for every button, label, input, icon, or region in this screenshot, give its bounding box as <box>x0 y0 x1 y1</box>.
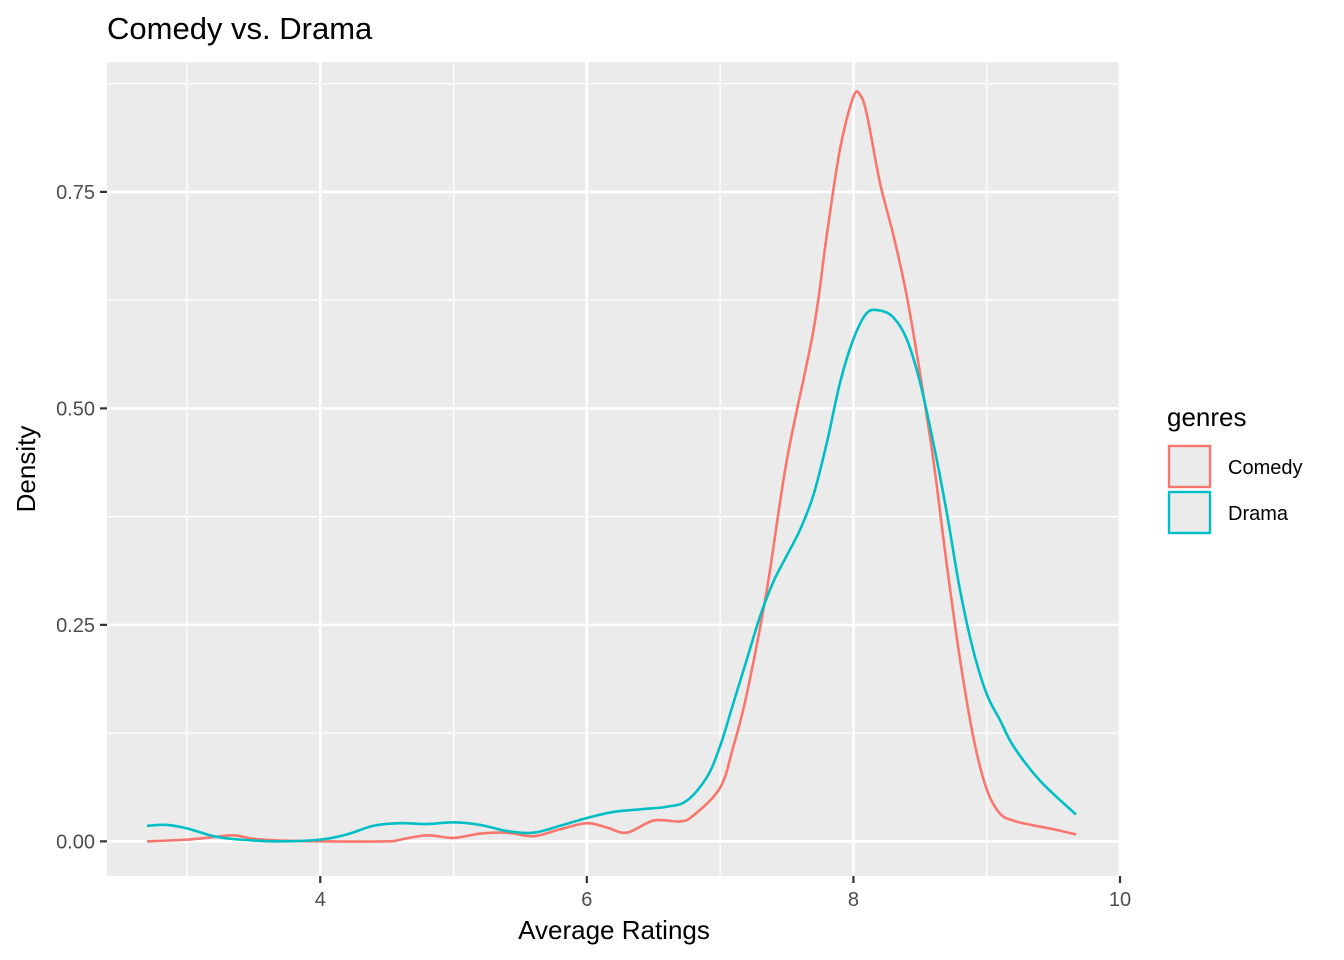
y-axis-label: Density <box>11 426 41 513</box>
y-tick-label: 0.50 <box>56 398 95 420</box>
y-axis: 0.00 0.25 0.50 0.75 <box>56 182 107 853</box>
legend-title: genres <box>1167 402 1247 432</box>
legend-label-comedy: Comedy <box>1228 457 1302 479</box>
x-axis: 4 6 8 10 <box>315 876 1131 911</box>
y-tick-label: 0.00 <box>56 831 95 853</box>
y-tick-label: 0.75 <box>56 182 95 204</box>
x-tick-label: 6 <box>581 889 592 911</box>
x-axis-label: Average Ratings <box>518 915 710 945</box>
x-tick-label: 10 <box>1109 889 1131 911</box>
series-line-drama <box>146 308 1077 843</box>
chart-title: Comedy vs. Drama <box>107 11 373 46</box>
legend-key-comedy <box>1167 444 1212 489</box>
x-tick-label: 8 <box>848 889 859 911</box>
series-lines <box>146 90 1077 843</box>
legend: genres Comedy Drama <box>1167 402 1302 535</box>
plot-panel <box>107 62 1120 876</box>
x-tick-label: 4 <box>315 889 326 911</box>
major-gridlines <box>107 62 1122 876</box>
minor-gridlines <box>107 62 1120 876</box>
y-tick-label: 0.25 <box>56 615 95 637</box>
legend-key-drama <box>1167 490 1212 535</box>
legend-items: Comedy Drama <box>1167 444 1302 535</box>
legend-label-drama: Drama <box>1228 503 1289 525</box>
series-line-comedy <box>146 90 1077 843</box>
